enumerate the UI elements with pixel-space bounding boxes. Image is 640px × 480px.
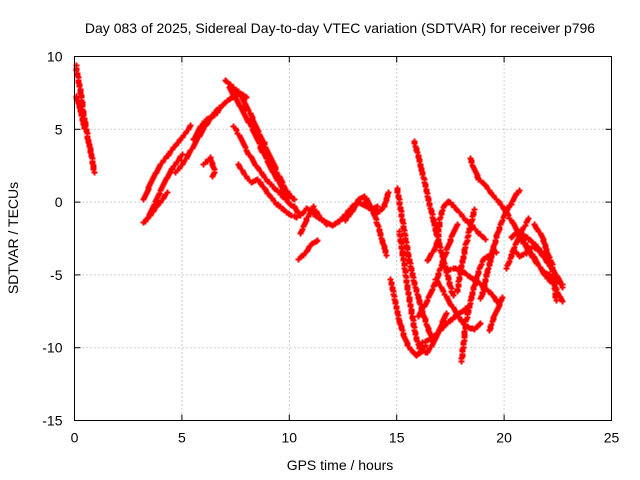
data-point [291,196,298,203]
grid-lines [74,56,612,421]
data-series [477,187,523,302]
y-tick-label: -5 [50,267,63,283]
y-axis-label: SDTVAR / TECUs [5,182,21,294]
data-point [450,292,457,299]
data-point [314,237,321,244]
data-point [477,320,484,327]
y-tick-label: -10 [42,340,62,356]
data-point [383,252,390,259]
data-series [387,276,429,359]
plot-frame [74,56,612,421]
data-series [140,122,194,203]
data-series [411,138,457,299]
data-point [525,215,532,222]
data-series [190,107,222,143]
data-series [200,154,218,180]
data-point [179,151,186,158]
data-points [73,62,566,365]
data-series [295,237,321,263]
axis-ticks: 0 5 10 15 20 25 10 5 0 -5 -10 -15 [42,49,619,446]
data-series [73,93,88,132]
x-tick-label: 25 [604,430,620,446]
data-series [394,185,435,340]
y-tick-label: 10 [47,49,63,65]
y-tick-label: 0 [55,194,63,210]
data-series [486,294,506,334]
x-axis-label: GPS time / hours [287,457,394,473]
x-tick-label: 10 [282,430,298,446]
data-series [458,249,500,365]
x-tick-label: 15 [389,430,405,446]
data-point [164,189,171,196]
data-point [209,173,216,180]
data-point [91,169,98,176]
data-point [553,297,560,304]
data-series [297,203,330,237]
data-series [361,189,392,216]
data-point [516,187,523,194]
y-tick-label: 5 [55,121,63,137]
data-point [471,206,478,213]
x-tick-label: 20 [496,430,512,446]
data-series [142,189,171,224]
data-series [230,123,295,209]
data-point [323,221,330,228]
data-series [531,221,560,304]
y-tick-label: -15 [42,413,62,429]
data-point [215,107,222,114]
data-point [559,284,566,291]
x-tick-label: 0 [71,430,79,446]
data-point [559,298,566,305]
x-tick-label: 5 [178,430,186,446]
data-point [443,310,450,317]
data-point [482,236,489,243]
data-point [454,221,461,228]
data-point [81,125,88,132]
data-series [424,198,489,264]
data-point [187,122,194,129]
data-series [454,206,478,295]
chart-title: Day 083 of 2025, Sidereal Day-to-day VTE… [85,20,595,36]
data-point [499,294,506,301]
data-series [415,221,461,320]
data-point [385,189,392,196]
data-series [235,161,300,221]
